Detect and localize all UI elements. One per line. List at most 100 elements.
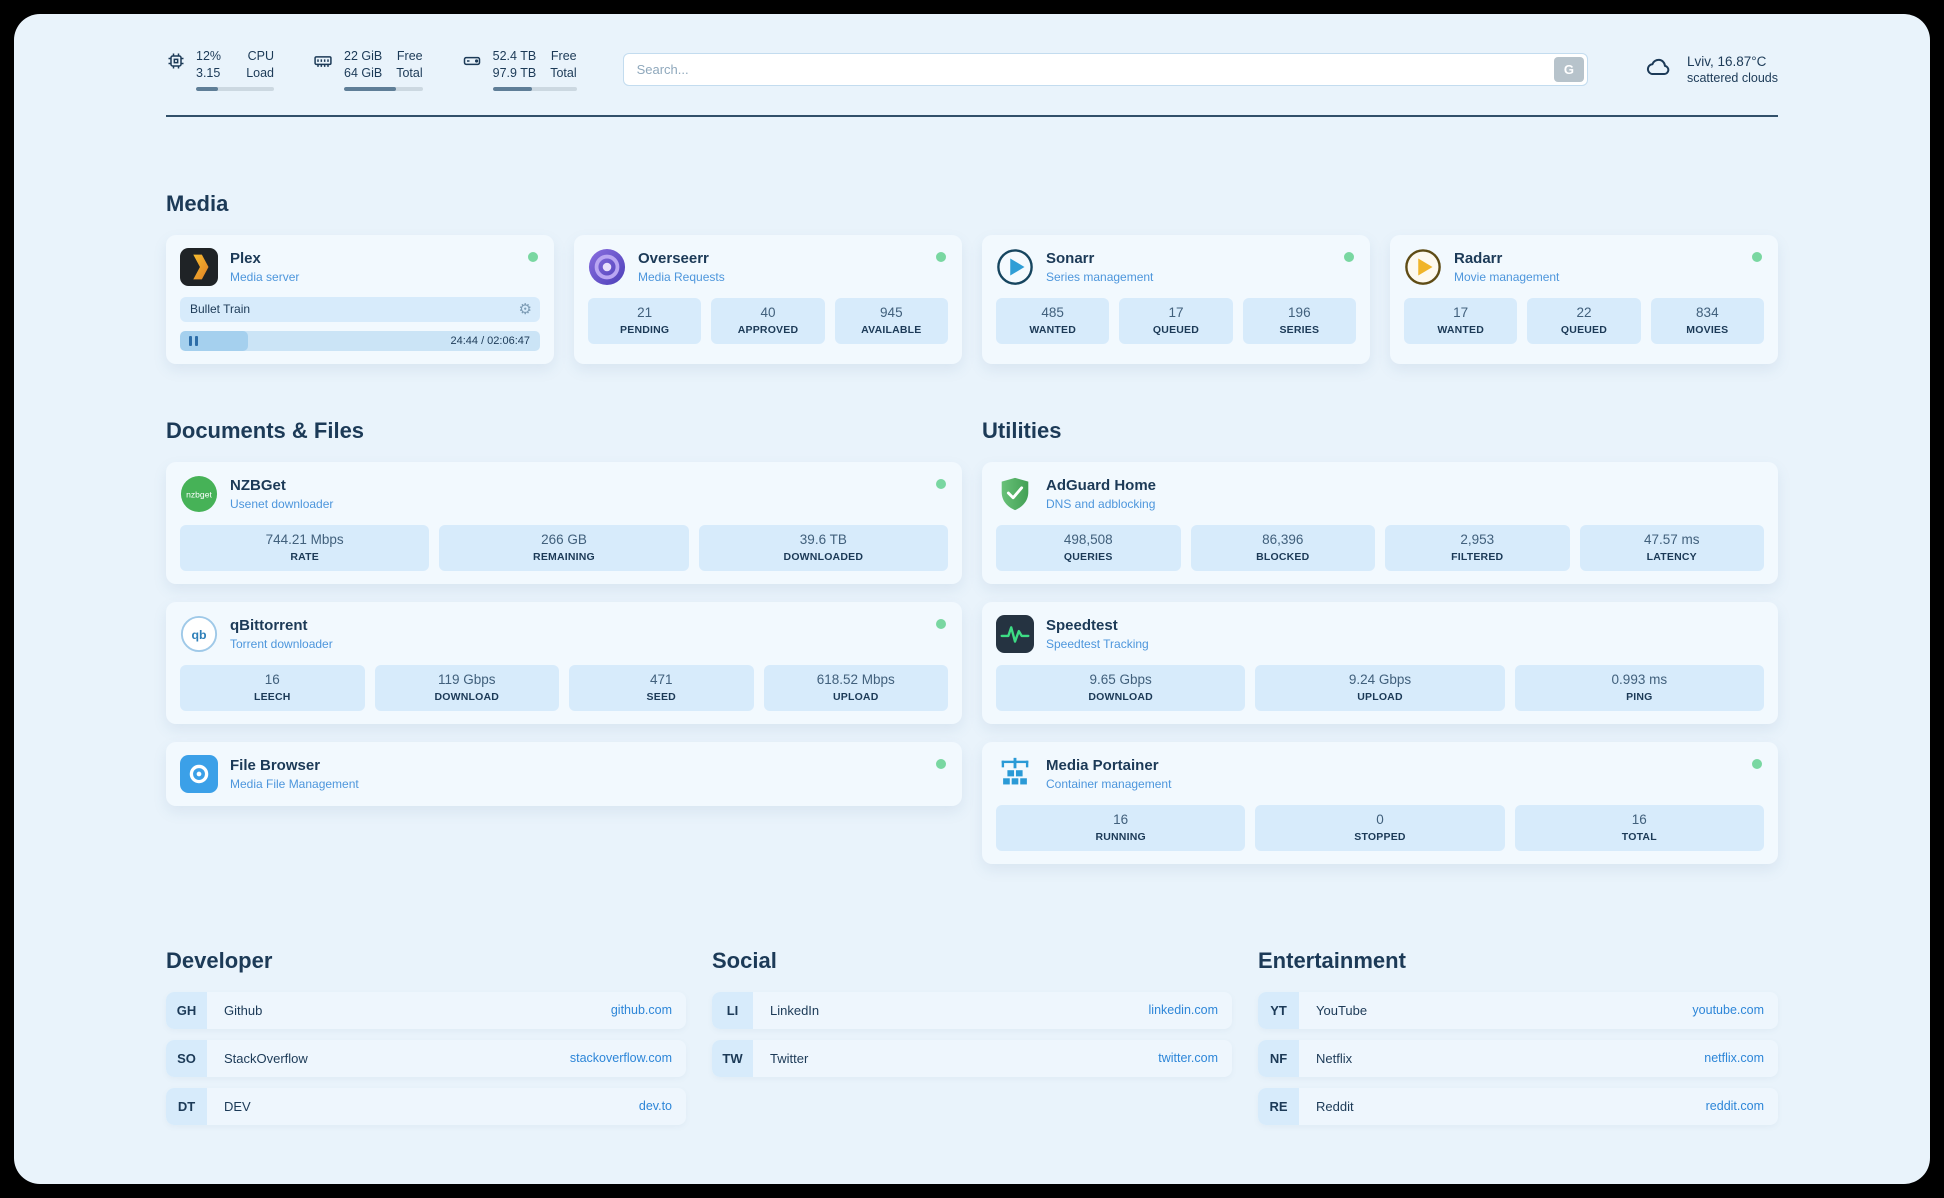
memory-free-value: 22 GiB xyxy=(344,49,383,63)
stat-value: 86,396 xyxy=(1262,531,1304,547)
gear-icon[interactable]: ⚙ xyxy=(518,300,532,318)
bookmark-name: Netflix xyxy=(1316,1050,1353,1066)
service-subtitle: Usenet downloader xyxy=(230,496,334,511)
stat-label: BLOCKED xyxy=(1256,550,1310,563)
bookmark-name: StackOverflow xyxy=(224,1050,308,1066)
service-card-overseerr[interactable]: Overseerr Media Requests 21 PENDING 40 APP… xyxy=(574,234,962,364)
service-subtitle: Speedtest Tracking xyxy=(1046,636,1149,651)
stat-label: APPROVED xyxy=(737,323,799,336)
bookmark-youtube[interactable]: YT YouTube youtube.com xyxy=(1258,991,1778,1029)
adguard-shield-icon xyxy=(1001,477,1029,510)
playback-progress-bar[interactable]: 24:44 / 02:06:47 xyxy=(180,330,540,351)
disk-free-value: 52.4 TB xyxy=(492,49,537,63)
bookmark-dev[interactable]: DT DEV dev.to xyxy=(166,1087,686,1125)
stat-value: 0.993 ms xyxy=(1611,671,1668,687)
service-card-speedtest[interactable]: Speedtest Speedtest Tracking 9.65 Gbps DO… xyxy=(982,601,1778,724)
documents-column: Documents & Files nzbget NZBGet Usenet d… xyxy=(166,418,962,824)
bookmark-domain: twitter.com xyxy=(1158,1051,1218,1066)
bookmark-name: DEV xyxy=(224,1098,251,1114)
service-card-plex[interactable]: Plex Media server Bullet Train ⚙ 24:44 /… xyxy=(166,234,554,364)
memory-widget: 22 GiB Free 64 GiB Total xyxy=(312,48,423,91)
stat-label: DOWNLOAD xyxy=(1088,690,1153,703)
stat-block: 471 SEED xyxy=(569,664,754,711)
stat-block: 485 WANTED xyxy=(996,297,1110,344)
bookmark-domain: netflix.com xyxy=(1704,1051,1764,1066)
service-subtitle: Series management xyxy=(1046,269,1154,284)
stat-value: 22 xyxy=(1576,304,1592,320)
now-playing-bar: Bullet Train ⚙ xyxy=(180,296,540,322)
memory-total-label: Total xyxy=(396,65,423,80)
bookmark-abbr: NF xyxy=(1258,1039,1299,1077)
service-title: qBittorrent xyxy=(230,616,308,634)
stat-label: QUEUED xyxy=(1560,323,1608,336)
bookmark-netflix[interactable]: NF Netflix netflix.com xyxy=(1258,1039,1778,1077)
search-provider-button[interactable]: G xyxy=(1553,56,1584,82)
bookmark-linkedin[interactable]: LI LinkedIn linkedin.com xyxy=(712,991,1232,1029)
service-subtitle: Media File Management xyxy=(230,776,359,791)
stat-label: WANTED xyxy=(1029,323,1077,336)
bookmark-abbr: GH xyxy=(166,991,207,1029)
cloud-icon xyxy=(1642,53,1676,86)
stat-block: 16 TOTAL xyxy=(1514,804,1764,851)
stat-label: UPLOAD xyxy=(1357,690,1403,703)
service-card-radarr[interactable]: Radarr Movie management 17 WANTED 22 QUEUE… xyxy=(1390,234,1778,364)
service-card-filebrowser[interactable]: File Browser Media File Management xyxy=(166,741,962,806)
section-heading-utilities: Utilities xyxy=(982,417,1062,443)
bookmark-domain: stackoverflow.com xyxy=(569,1051,672,1066)
stat-label: TOTAL xyxy=(1621,830,1657,843)
service-subtitle: Media Requests xyxy=(638,269,725,284)
service-card-portainer[interactable]: Media Portainer Container management 16 R… xyxy=(982,741,1778,864)
stat-value: 744.21 Mbps xyxy=(265,531,344,547)
bookmarks-developer: Developer GH Github github.com SO StackO… xyxy=(166,948,686,1136)
service-card-qbittorrent[interactable]: qb qBittorrent Torrent downloader 16 LEEC… xyxy=(166,601,962,724)
service-card-nzbget[interactable]: nzbget NZBGet Usenet downloader 744.21 M… xyxy=(166,461,962,584)
stat-label: FILTERED xyxy=(1451,550,1504,563)
bookmark-domain: reddit.com xyxy=(1705,1099,1764,1114)
stat-block: 17 QUEUED xyxy=(1119,297,1233,344)
stat-value: 471 xyxy=(649,671,673,687)
service-subtitle: Movie management xyxy=(1454,269,1560,284)
bookmark-abbr: LI xyxy=(712,991,753,1029)
pause-icon[interactable] xyxy=(189,335,198,346)
search-input[interactable] xyxy=(622,52,1588,86)
service-card-adguard[interactable]: AdGuard Home DNS and adblocking 498,508 Q… xyxy=(982,461,1778,584)
bookmark-reddit[interactable]: RE Reddit reddit.com xyxy=(1258,1087,1778,1125)
weather-condition: scattered clouds xyxy=(1686,70,1778,85)
status-dot xyxy=(1752,758,1762,769)
memory-progress-bar xyxy=(344,86,423,91)
service-subtitle: Media server xyxy=(230,269,300,284)
stat-label: QUEUED xyxy=(1152,323,1200,336)
stat-value: 119 Gbps xyxy=(437,671,496,687)
stat-label: LEECH xyxy=(253,690,291,703)
bookmark-github[interactable]: GH Github github.com xyxy=(166,991,686,1029)
stat-block: 945 AVAILABLE xyxy=(834,297,948,344)
cpu-progress-bar xyxy=(196,86,274,91)
sonarr-icon xyxy=(997,248,1033,285)
stat-value: 9.24 Gbps xyxy=(1348,671,1412,687)
section-heading-social: Social xyxy=(712,947,777,973)
disk-free-label: Free xyxy=(550,49,577,63)
service-title: Overseerr xyxy=(638,249,709,267)
stat-value: 945 xyxy=(880,304,903,320)
cpu-progress-fill xyxy=(196,86,218,91)
bookmark-abbr: SO xyxy=(166,1039,207,1077)
stat-value: 834 xyxy=(1696,304,1719,320)
radarr-icon xyxy=(1405,248,1441,285)
weather-widget: Lviv, 16.87°C scattered clouds xyxy=(1642,53,1778,86)
bookmark-twitter[interactable]: TW Twitter twitter.com xyxy=(712,1039,1232,1077)
status-dot xyxy=(936,251,946,262)
bookmark-abbr: RE xyxy=(1258,1087,1299,1125)
bookmark-stackoverflow[interactable]: SO StackOverflow stackoverflow.com xyxy=(166,1039,686,1077)
stat-label: SEED xyxy=(646,690,676,703)
bookmark-abbr: DT xyxy=(166,1087,207,1125)
stat-label: DOWNLOADED xyxy=(783,550,864,563)
bookmark-domain: linkedin.com xyxy=(1148,1003,1218,1018)
stat-block: 40 APPROVED xyxy=(711,297,825,344)
stat-label: PENDING xyxy=(620,323,670,336)
service-card-sonarr[interactable]: Sonarr Series management 485 WANTED 17 QUE… xyxy=(982,234,1370,364)
bookmark-domain: youtube.com xyxy=(1692,1003,1764,1018)
stat-label: QUERIES xyxy=(1063,550,1113,563)
status-dot xyxy=(1344,251,1354,262)
stat-label: PING xyxy=(1626,690,1653,703)
service-subtitle: Container management xyxy=(1046,776,1172,791)
